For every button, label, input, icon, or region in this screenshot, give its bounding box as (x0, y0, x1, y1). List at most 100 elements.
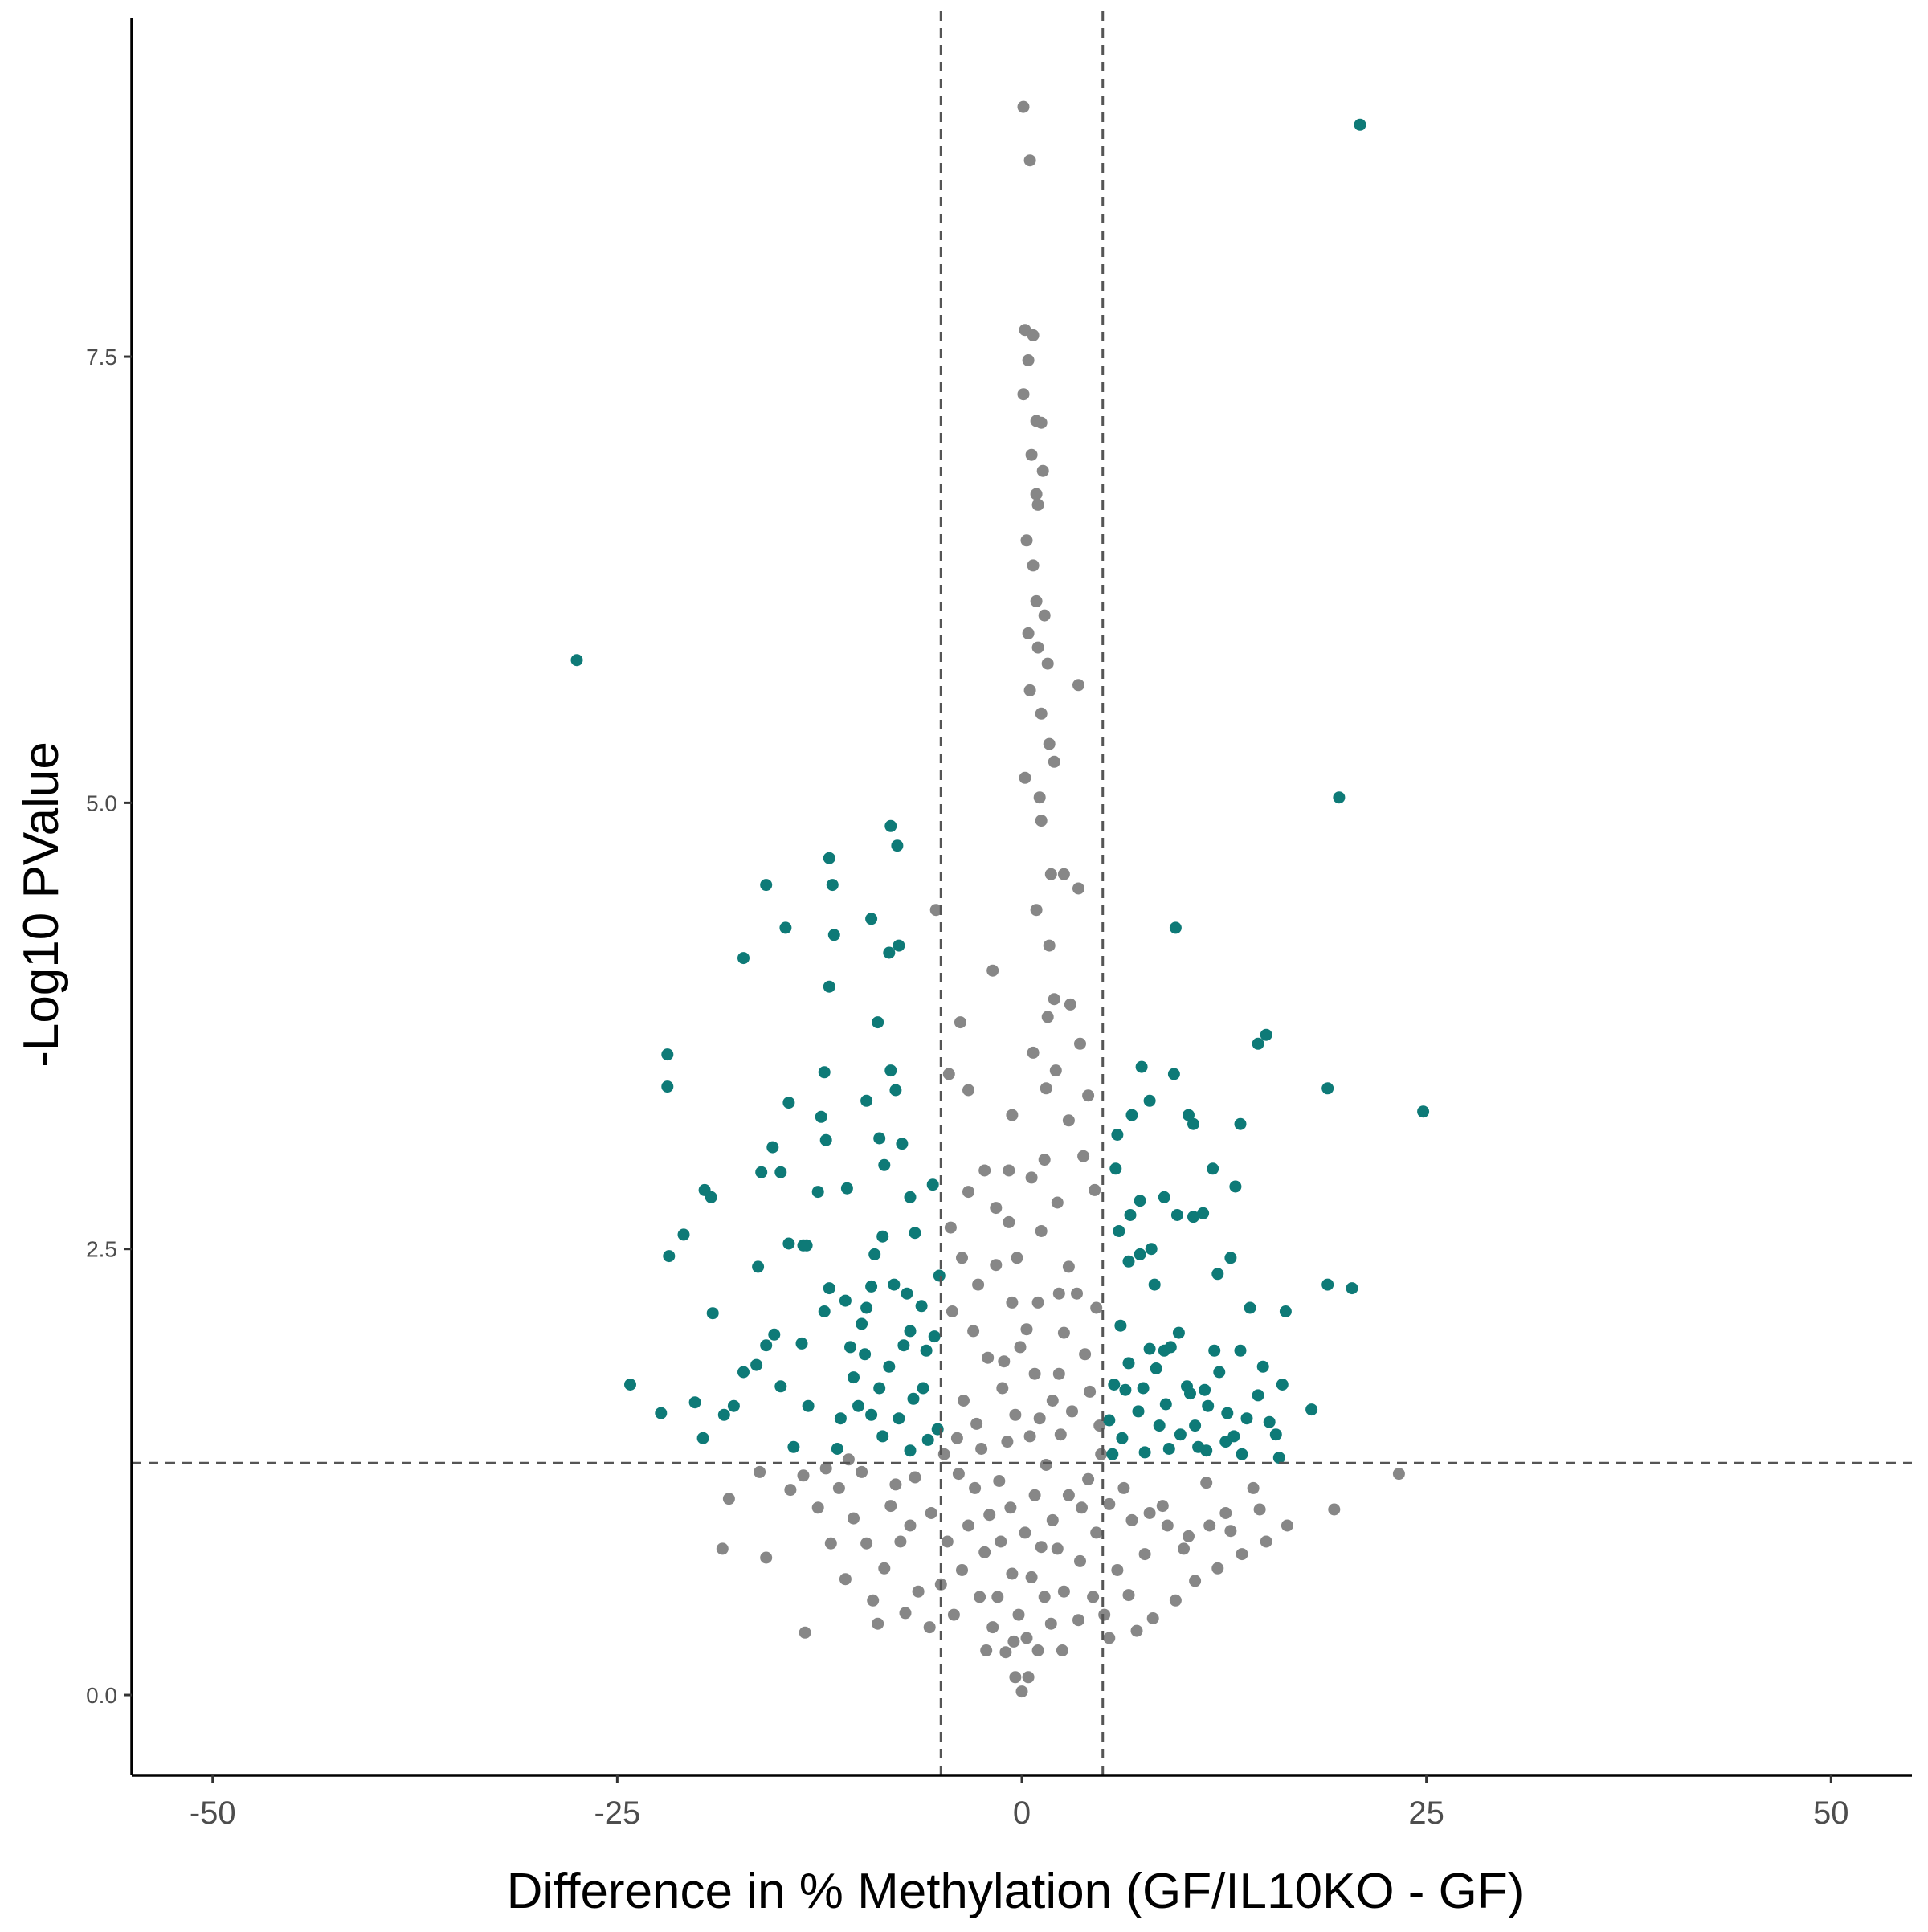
significant-point (1346, 1282, 1358, 1295)
axes (130, 18, 1912, 1777)
significant-point (1321, 1082, 1334, 1095)
significant-point (921, 1433, 934, 1446)
significant-point (1187, 1117, 1199, 1130)
significant-point (1158, 1191, 1170, 1203)
significant-point (688, 1396, 701, 1409)
significant-point (1221, 1407, 1234, 1419)
significant-point (1125, 1109, 1138, 1121)
nonsignificant-point (1041, 1011, 1054, 1023)
significant-point (779, 921, 792, 934)
nonsignificant-point (1082, 1089, 1095, 1102)
nonsignificant-point (1044, 868, 1057, 880)
x-axis-title: Difference in % Methylation (GF/IL10KO -… (507, 1864, 1525, 1919)
nonsignificant-point (1079, 1348, 1092, 1361)
nonsignificant-point (1027, 1046, 1040, 1059)
nonsignificant-point (962, 1519, 974, 1532)
significant-point (933, 1269, 946, 1282)
nonsignificant-point (1161, 1519, 1174, 1532)
significant-point (1272, 1452, 1285, 1464)
nonsignificant-point (1041, 657, 1054, 670)
nonsignificant-point (1028, 1367, 1041, 1380)
nonsignificant-point (1031, 1644, 1044, 1656)
nonsignificant-point (923, 1621, 936, 1634)
significant-point (1137, 1382, 1150, 1395)
significant-point (1148, 1278, 1161, 1291)
significant-point (873, 1382, 886, 1395)
nonsignificant-point (1043, 939, 1056, 952)
nonsignificant-point (1031, 1296, 1044, 1309)
significant-point (737, 952, 750, 965)
significant-point (800, 1239, 813, 1252)
significant-point (1213, 1366, 1226, 1379)
significant-point (727, 1399, 740, 1412)
y-tick-label: 7.5 (86, 345, 117, 370)
significant-point (1119, 1383, 1132, 1396)
significant-point (1169, 921, 1182, 934)
significant-point (904, 1325, 917, 1338)
nonsignificant-point (947, 1608, 960, 1621)
x-tick-label: -50 (190, 1795, 236, 1831)
nonsignificant-point (975, 1443, 988, 1455)
significant-point (865, 913, 878, 925)
x-tick-label: 25 (1408, 1795, 1444, 1831)
significant-point (677, 1228, 690, 1241)
significant-point (888, 1278, 901, 1291)
nonsignificant-point (990, 1202, 1003, 1215)
significant-point (904, 1191, 917, 1203)
significant-point (655, 1407, 668, 1419)
nonsignificant-point (1090, 1526, 1103, 1539)
nonsignificant-point (1122, 1589, 1135, 1602)
nonsignificant-point (996, 1382, 1009, 1395)
x-tick-label: 0 (1013, 1795, 1031, 1831)
nonsignificant-point (950, 1432, 963, 1444)
significant-point (1122, 1357, 1135, 1370)
nonsignificant-point (1281, 1519, 1293, 1532)
nonsignificant-point (1046, 1395, 1059, 1407)
nonsignificant-point (1025, 448, 1038, 461)
nonsignificant-point (1189, 1575, 1202, 1587)
nonsignificant-point (952, 1468, 965, 1481)
nonsignificant-point (1031, 498, 1044, 511)
nonsignificant-point (986, 964, 999, 977)
nonsignificant-point (1052, 1287, 1065, 1300)
nonsignificant-point (1098, 1608, 1111, 1621)
significant-point (787, 1440, 800, 1453)
significant-point (868, 1248, 881, 1260)
significant-point (865, 1408, 878, 1421)
significant-point (1159, 1398, 1172, 1411)
nonsignificant-point (1040, 1082, 1052, 1095)
significant-point (926, 1178, 939, 1191)
nonsignificant-point (1009, 1408, 1022, 1421)
significant-point (1279, 1305, 1292, 1317)
nonsignificant-point (944, 1221, 957, 1234)
nonsignificant-point (1077, 1150, 1090, 1162)
significant-point (1252, 1389, 1264, 1402)
nonsignificant-point (1236, 1548, 1248, 1561)
nonsignificant-point (1009, 1671, 1022, 1684)
nonsignificant-point (1025, 1171, 1038, 1184)
nonsignificant-point (925, 1507, 937, 1519)
significant-point (1172, 1326, 1185, 1339)
significant-point (1106, 1448, 1119, 1460)
significant-point (768, 1328, 781, 1341)
nonsignificant-point (1023, 1430, 1036, 1443)
significant-point (1305, 1403, 1318, 1416)
significant-point (1208, 1344, 1221, 1357)
nonsignificant-point (1169, 1594, 1182, 1607)
nonsignificant-point (993, 1475, 1006, 1487)
significant-point (907, 1392, 920, 1405)
nonsignificant-point (1072, 1614, 1084, 1627)
nonsignificant-point (1056, 1644, 1068, 1656)
nonsignificant-point (1020, 1632, 1033, 1644)
nonsignificant-point (1253, 1503, 1266, 1516)
nonsignificant-point (1211, 1562, 1224, 1575)
significant-point (865, 1280, 878, 1293)
x-tick-label: -25 (594, 1795, 640, 1831)
x-tick-label: 50 (1813, 1795, 1849, 1831)
significant-point (1138, 1446, 1151, 1459)
nonsignificant-point (1036, 464, 1049, 477)
nonsignificant-point (884, 1500, 897, 1513)
significant-point (1192, 1440, 1205, 1453)
y-tick-label: 5.0 (86, 790, 117, 815)
nonsignificant-point (1012, 1608, 1025, 1621)
